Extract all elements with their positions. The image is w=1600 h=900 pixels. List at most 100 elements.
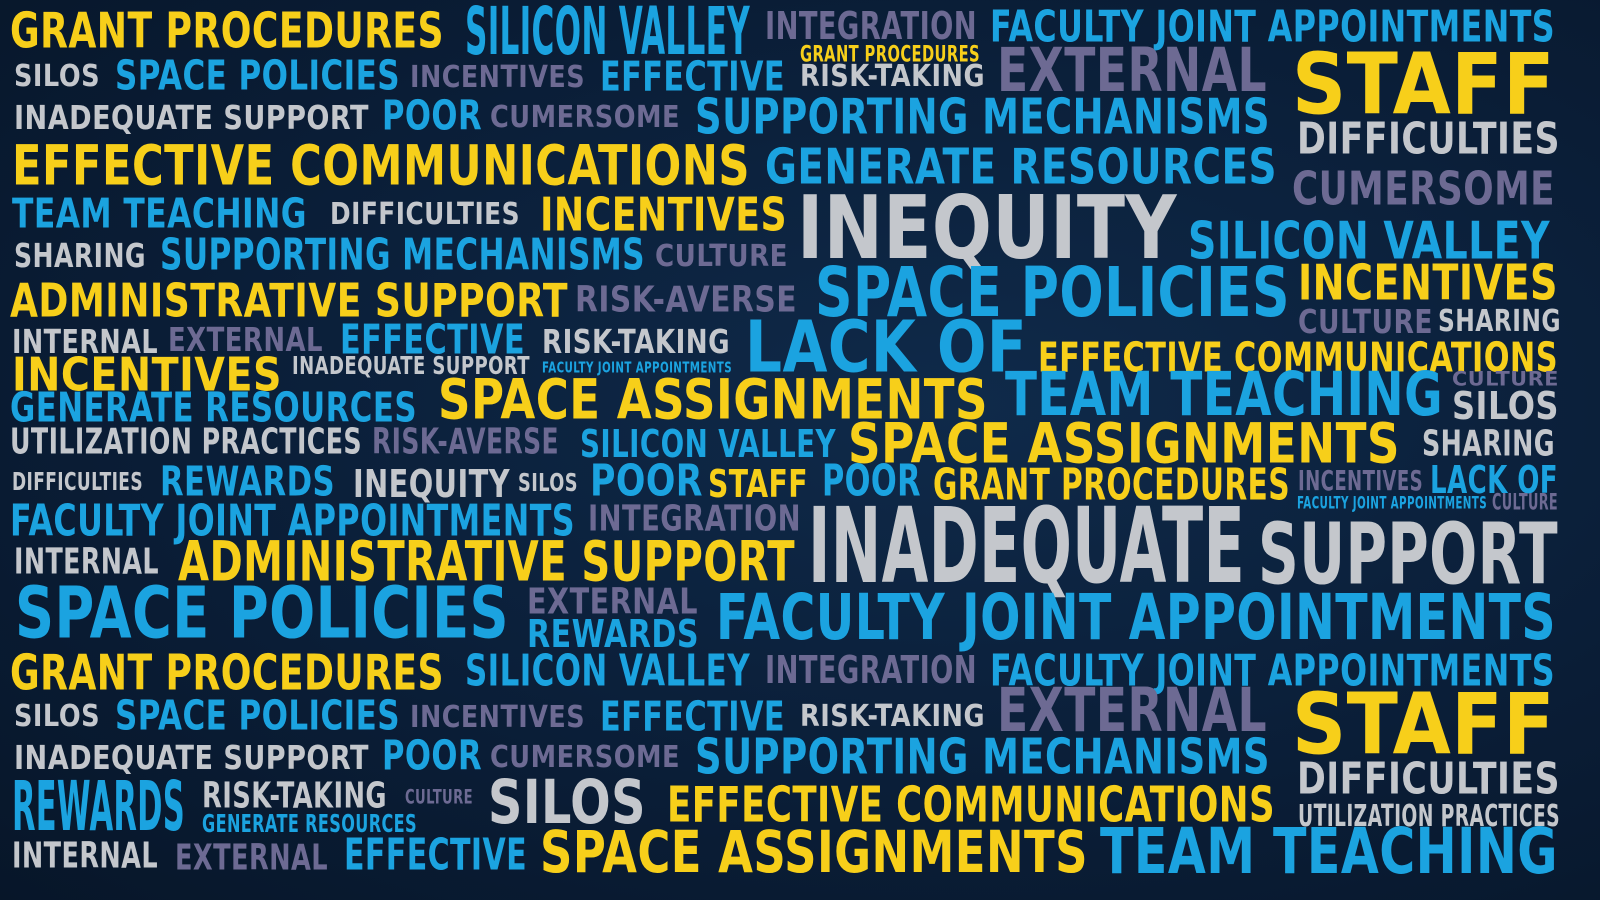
word-space-policies: SPACE POLICIES (815, 253, 1290, 333)
word-effective-communications: EFFECTIVE COMMUNICATIONS (12, 134, 750, 198)
word-silos: SILOS (14, 698, 100, 734)
word-inadequate-support: INADEQUATE SUPPORT (292, 352, 530, 381)
word-poor: POOR (822, 455, 921, 507)
word-cumersome: CUMERSOME (490, 739, 680, 775)
word-staff: STAFF (1292, 34, 1555, 134)
word-space-assignments: SPACE ASSIGNMENTS (848, 412, 1400, 476)
word-integration: INTEGRATION (588, 498, 801, 540)
word-poor: POOR (382, 93, 482, 140)
word-generate-resources: GENERATE RESOURCES (765, 138, 1277, 196)
word-lack-of: LACK OF (1430, 457, 1558, 502)
word-inequity: INEQUITY (797, 178, 1177, 280)
word-external: EXTERNAL (527, 581, 698, 623)
word-culture: CULTURE (405, 785, 473, 808)
word-external: EXTERNAL (997, 676, 1267, 746)
word-sharing: SHARING (14, 236, 146, 275)
word-inadequate: INADEQUATE (808, 484, 1245, 607)
word-risk-taking: RISK-TAKING (202, 775, 387, 817)
word-rewards: REWARDS (527, 611, 699, 656)
word-poor: POOR (590, 455, 703, 507)
word-inadequate-support: INADEQUATE SUPPORT (14, 738, 369, 777)
word-culture: CULTURE (1298, 302, 1433, 341)
word-risk-averse: RISK-AVERSE (575, 279, 797, 321)
word-effective-communications: EFFECTIVE COMMUNICATIONS (1038, 335, 1558, 382)
word-team-teaching: TEAM TEACHING (1100, 815, 1558, 889)
word-risk-taking: RISK-TAKING (800, 58, 985, 94)
word-faculty-joint-appointments: FACULTY JOINT APPOINTMENTS (1297, 494, 1487, 513)
word-silos: SILOS (518, 469, 578, 498)
word-cumersome: CUMERSOME (490, 99, 680, 135)
word-incentives: INCENTIVES (540, 187, 787, 242)
word-administrative-support: ADMINISTRATIVE SUPPORT (10, 273, 568, 328)
word-external: EXTERNAL (168, 320, 323, 359)
word-supporting-mechanisms: SUPPORTING MECHANISMS (160, 229, 645, 281)
word-silos: SILOS (488, 768, 646, 838)
word-external: EXTERNAL (997, 36, 1267, 106)
word-risk-taking: RISK-TAKING (800, 698, 985, 734)
word-internal: INTERNAL (12, 322, 158, 361)
word-faculty-joint-appointments: FACULTY JOINT APPOINTMENTS (542, 359, 732, 377)
word-generate-resources: GENERATE RESOURCES (202, 810, 417, 839)
word-cumersome: CUMERSOME (1292, 161, 1555, 216)
word-internal: INTERNAL (12, 835, 158, 877)
word-incentives: INCENTIVES (12, 347, 282, 402)
word-staff: STAFF (708, 461, 808, 506)
word-supporting-mechanisms: SUPPORTING MECHANISMS (695, 728, 1270, 786)
word-difficulties: DIFFICULTIES (1297, 113, 1560, 165)
word-silos: SILOS (14, 58, 100, 94)
word-integration: INTEGRATION (765, 647, 977, 692)
word-culture: CULTURE (1492, 488, 1558, 516)
word-difficulties: DIFFICULTIES (330, 196, 520, 232)
word-space-assignments: SPACE ASSIGNMENTS (540, 818, 1088, 886)
word-effective: EFFECTIVE (340, 317, 525, 364)
word-difficulties: DIFFICULTIES (1297, 753, 1560, 805)
word-faculty-joint-appointments: FACULTY JOINT APPOINTMENTS (716, 581, 1556, 655)
word-support: SUPPORT (1258, 504, 1558, 604)
word-effective: EFFECTIVE (600, 54, 785, 101)
word-external: EXTERNAL (175, 837, 328, 879)
word-staff: STAFF (1292, 674, 1555, 774)
word-silos: SILOS (1452, 383, 1559, 428)
word-faculty-joint-appointments: FACULTY JOINT APPOINTMENTS (10, 495, 575, 547)
word-integration: INTEGRATION (765, 3, 977, 48)
word-grant-procedures: GRANT PROCEDURES (10, 2, 444, 60)
word-difficulties: DIFFICULTIES (12, 468, 143, 497)
word-generate-resources: GENERATE RESOURCES (10, 385, 417, 432)
word-grant-procedures: GRANT PROCEDURES (800, 40, 980, 68)
word-space-policies: SPACE POLICIES (15, 571, 509, 655)
word-utilization-practices: UTILIZATION PRACTICES (1298, 798, 1560, 834)
word-lack-of: LACK OF (745, 305, 1027, 389)
word-incentives: INCENTIVES (1298, 254, 1558, 312)
word-effective: EFFECTIVE (344, 829, 527, 881)
word-culture: CULTURE (1452, 367, 1559, 390)
word-silicon-valley: SILICON VALLEY (1188, 210, 1550, 271)
word-effective-communications: EFFECTIVE COMMUNICATIONS (667, 776, 1275, 834)
word-effective: EFFECTIVE (600, 694, 785, 741)
word-silicon-valley: SILICON VALLEY (465, 0, 750, 70)
word-grant-procedures: GRANT PROCEDURES (10, 644, 444, 702)
word-silicon-valley: SILICON VALLEY (465, 645, 750, 697)
word-internal: INTERNAL (14, 541, 159, 583)
word-incentives: INCENTIVES (410, 699, 585, 735)
word-inequity: INEQUITY (353, 461, 510, 506)
word-space-assignments: SPACE ASSIGNMENTS (438, 368, 988, 432)
word-risk-averse: RISK-AVERSE (372, 421, 559, 463)
word-grant-procedures: GRANT PROCEDURES (933, 459, 1290, 511)
word-utilization-practices: UTILIZATION PRACTICES (10, 421, 362, 463)
word-faculty-joint-appointments: FACULTY JOINT APPOINTMENTS (990, 1, 1555, 53)
word-sharing: SHARING (1438, 303, 1561, 339)
word-incentives: INCENTIVES (410, 59, 585, 95)
word-faculty-joint-appointments: FACULTY JOINT APPOINTMENTS (990, 645, 1555, 697)
word-sharing: SHARING (1422, 423, 1555, 465)
word-administrative-support: ADMINISTRATIVE SUPPORT (178, 530, 795, 594)
word-team-teaching: TEAM TEACHING (1005, 360, 1443, 430)
word-silicon-valley: SILICON VALLEY (580, 421, 836, 466)
word-risk-taking: RISK-TAKING (542, 322, 730, 361)
word-inadequate-support: INADEQUATE SUPPORT (14, 98, 369, 137)
word-poor: POOR (382, 733, 482, 780)
word-supporting-mechanisms: SUPPORTING MECHANISMS (695, 88, 1270, 146)
word-rewards: REWARDS (12, 767, 185, 847)
word-incentives: INCENTIVES (1298, 465, 1423, 497)
word-rewards: REWARDS (160, 459, 335, 506)
